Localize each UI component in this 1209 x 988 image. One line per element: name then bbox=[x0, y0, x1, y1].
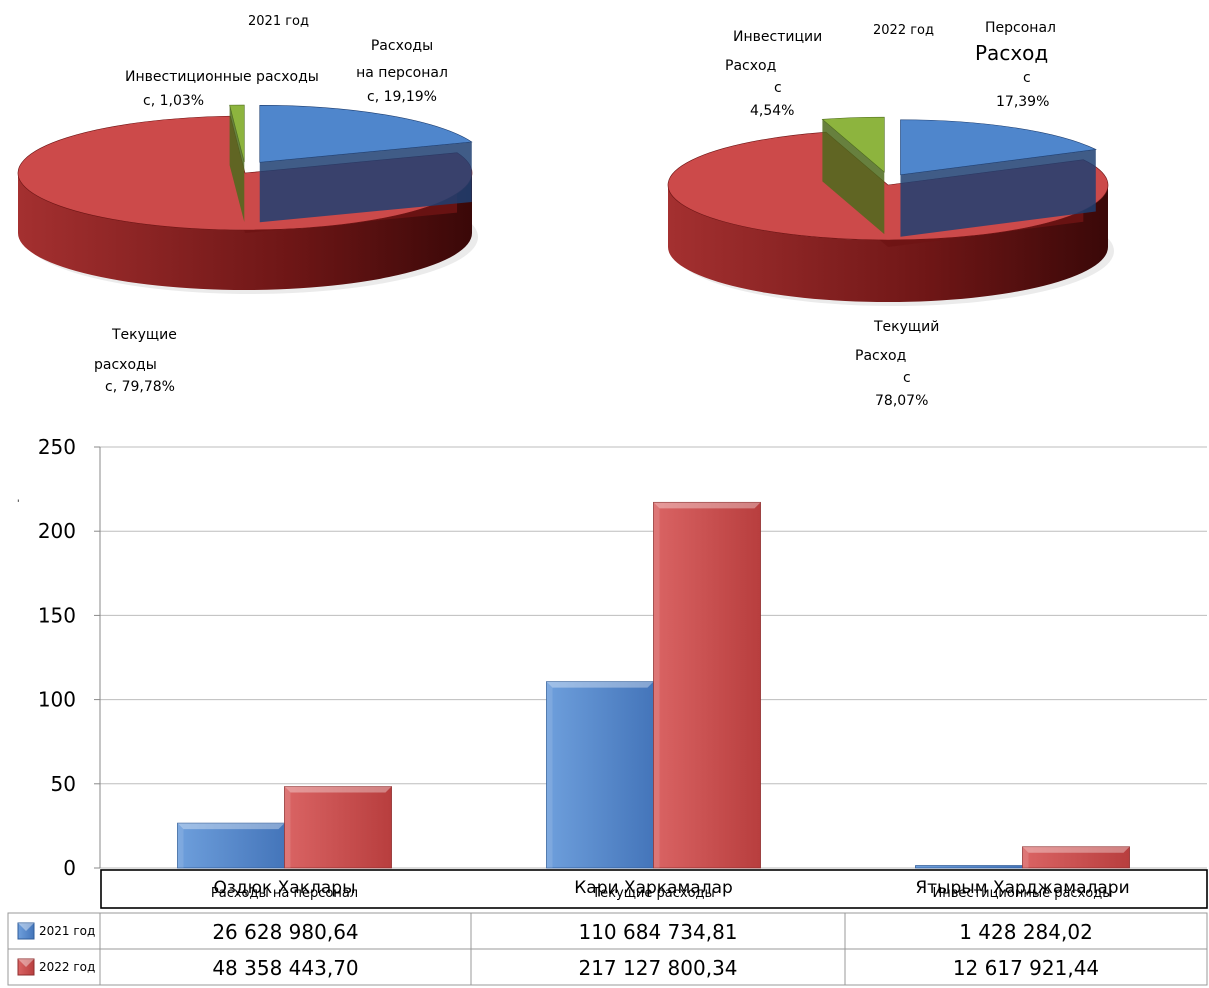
stray-mark: ' bbox=[17, 499, 19, 509]
pie-2022-label-current-line2: Расход bbox=[855, 348, 907, 364]
category-overlay-label-2: Инвестиционные расходы bbox=[933, 886, 1113, 901]
pie-2021-slice-0 bbox=[259, 104, 473, 223]
table-cell-value-0-2: 1 428 284,02 bbox=[959, 920, 1093, 944]
legend-label-1: 2022 год bbox=[39, 960, 95, 974]
pie-2022-label-invest-line3: с bbox=[774, 80, 782, 96]
bar-2022-2 bbox=[1022, 846, 1130, 869]
pie-2022-label-current-line4: 78,07% bbox=[875, 393, 929, 409]
pie-2021-label-current-line1: Текущие bbox=[112, 327, 177, 343]
pie-2022-label-current-line3: с bbox=[903, 370, 911, 386]
pie-2021-slice-2 bbox=[229, 104, 245, 223]
pie-charts bbox=[17, 104, 1114, 306]
bar-2021-2 bbox=[915, 865, 1023, 869]
pie-2022-label-current-line1: Текущий bbox=[874, 319, 940, 335]
pie-2022-label-invest-line2: Расход bbox=[725, 58, 777, 74]
y-tick-label: 50 bbox=[51, 772, 76, 796]
category-label-1: Кари Харкамалар bbox=[574, 878, 733, 898]
pie-2021-label-invest-line2: с, 1,03% bbox=[143, 93, 205, 109]
pie-2021-label-current-line2: расходы bbox=[94, 357, 157, 373]
pie-2022-label-personnel-line3: с bbox=[1023, 70, 1031, 86]
legend-swatch-1 bbox=[17, 958, 35, 976]
category-overlay-label-1: Текущие расходы bbox=[591, 886, 715, 901]
category-label-0: Оздюк Хаклары bbox=[214, 878, 356, 898]
pie-2021-label-personnel-line2: на персонал bbox=[356, 65, 448, 81]
pie-2021-label-personnel-line3: с, 19,19% bbox=[367, 89, 437, 105]
bar-2022-0 bbox=[284, 786, 392, 869]
table-cell bbox=[844, 948, 1208, 986]
table-cell bbox=[99, 912, 472, 950]
table-cell bbox=[844, 912, 1208, 950]
pie-2022-title: 2022 год bbox=[873, 23, 934, 38]
y-tick-label: 250 bbox=[38, 435, 76, 459]
table-cell bbox=[470, 948, 846, 986]
table-cell-value-0-0: 26 628 980,64 bbox=[212, 920, 358, 944]
table-cell-value-1-0: 48 358 443,70 bbox=[212, 956, 358, 980]
pie-2022-slice-2 bbox=[821, 116, 885, 235]
y-tick-label: 150 bbox=[38, 603, 76, 627]
y-tick-label: 100 bbox=[38, 688, 76, 712]
table-cell-value-0-1: 110 684 734,81 bbox=[578, 920, 737, 944]
legend-swatch-0 bbox=[17, 922, 35, 940]
bar-2021-1 bbox=[546, 681, 654, 869]
pie-2021-label-current-line3: с, 79,78% bbox=[105, 379, 175, 395]
table-cell-value-1-1: 217 127 800,34 bbox=[578, 956, 737, 980]
pie-2021-label-invest-line1: Инвестиционные расходы bbox=[125, 69, 319, 85]
pie-2022-label-personnel-line1: Персонал bbox=[985, 20, 1056, 36]
pie-2021-title: 2021 год bbox=[248, 14, 309, 29]
table-cell-value-1-2: 12 617 921,44 bbox=[953, 956, 1099, 980]
pie-2022-label-personnel-line2: Расход bbox=[975, 41, 1049, 65]
legend-label-0: 2021 год bbox=[39, 924, 95, 938]
y-tick-label: 200 bbox=[38, 519, 76, 543]
pie-2022-label-personnel-line4: 17,39% bbox=[996, 94, 1050, 110]
pie-2022-label-invest-line4: 4,54% bbox=[750, 103, 795, 119]
category-label-2: Ятырым Харджамалари bbox=[915, 878, 1129, 898]
bar-2021-0 bbox=[177, 822, 285, 869]
y-tick-label: 0 bbox=[63, 856, 76, 880]
bar-2022-1 bbox=[653, 501, 761, 869]
pie-2022-label-invest-line1: Инвестиции bbox=[733, 29, 823, 45]
category-header-row bbox=[100, 869, 1208, 909]
table-cell bbox=[99, 948, 472, 986]
pie-2022-slice-0 bbox=[900, 119, 1097, 237]
pie-2021-label-personnel-line1: Расходы bbox=[370, 38, 434, 54]
category-overlay-label-0: Расходы на персонал bbox=[211, 886, 358, 901]
